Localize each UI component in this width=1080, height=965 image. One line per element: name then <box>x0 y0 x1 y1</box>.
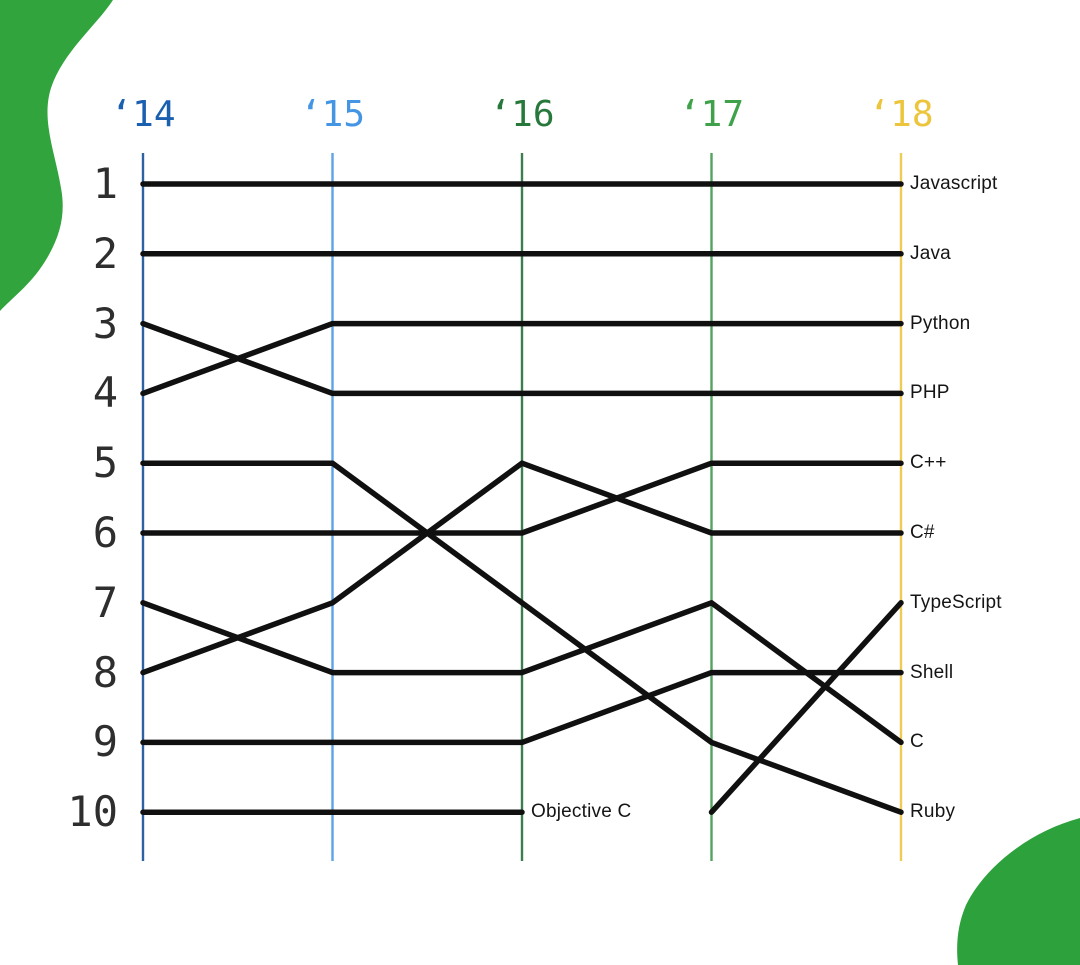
rank-label-7: 7 <box>92 577 118 627</box>
series-line-ruby <box>140 460 904 815</box>
year-label-16: ‘16 <box>489 94 555 135</box>
rank-label-6: 6 <box>92 508 118 557</box>
rank-label-2: 2 <box>92 228 118 278</box>
series-lines <box>140 181 904 815</box>
rank-label-4: 4 <box>92 368 118 418</box>
series-line-python <box>140 320 904 397</box>
rank-label-1: 1 <box>92 159 118 208</box>
decorative-blob-bottom-right <box>957 818 1080 965</box>
series-label-ruby: Ruby <box>910 801 956 823</box>
rank-label-8: 8 <box>92 647 118 697</box>
year-label-18: ‘18 <box>868 94 934 135</box>
series-label-cpp: C++ <box>910 452 947 474</box>
series-label-php: PHP <box>910 382 950 404</box>
series-label-java: Java <box>910 242 951 264</box>
series-label-csharp: C# <box>910 522 935 543</box>
rank-label-5: 5 <box>92 438 118 488</box>
rank-label-3: 3 <box>92 298 118 348</box>
series-label-shell: Shell <box>910 661 954 683</box>
year-label-17: ‘17 <box>678 94 745 135</box>
series-line-csharp <box>140 460 904 676</box>
series-label-javascript: Javascript <box>910 173 998 194</box>
rank-label-9: 9 <box>92 717 118 767</box>
series-label-c: C <box>910 731 924 753</box>
series-line-shell <box>140 669 904 746</box>
year-label-15: ‘15 <box>299 94 366 135</box>
series-label-python: Python <box>910 312 971 334</box>
series-line-c <box>140 600 904 746</box>
year-label-14: ‘14 <box>110 94 176 135</box>
series-line-typescript <box>708 600 904 815</box>
series-line-cpp <box>140 460 904 536</box>
year-axis-lines <box>141 153 903 861</box>
series-label-typescript: TypeScript <box>910 591 1002 613</box>
rank-label-10: 10 <box>67 787 118 837</box>
series-line-php <box>140 320 904 397</box>
decorative-blob-top-left <box>0 0 113 311</box>
series-label-objective-c: Objective C <box>531 801 632 823</box>
